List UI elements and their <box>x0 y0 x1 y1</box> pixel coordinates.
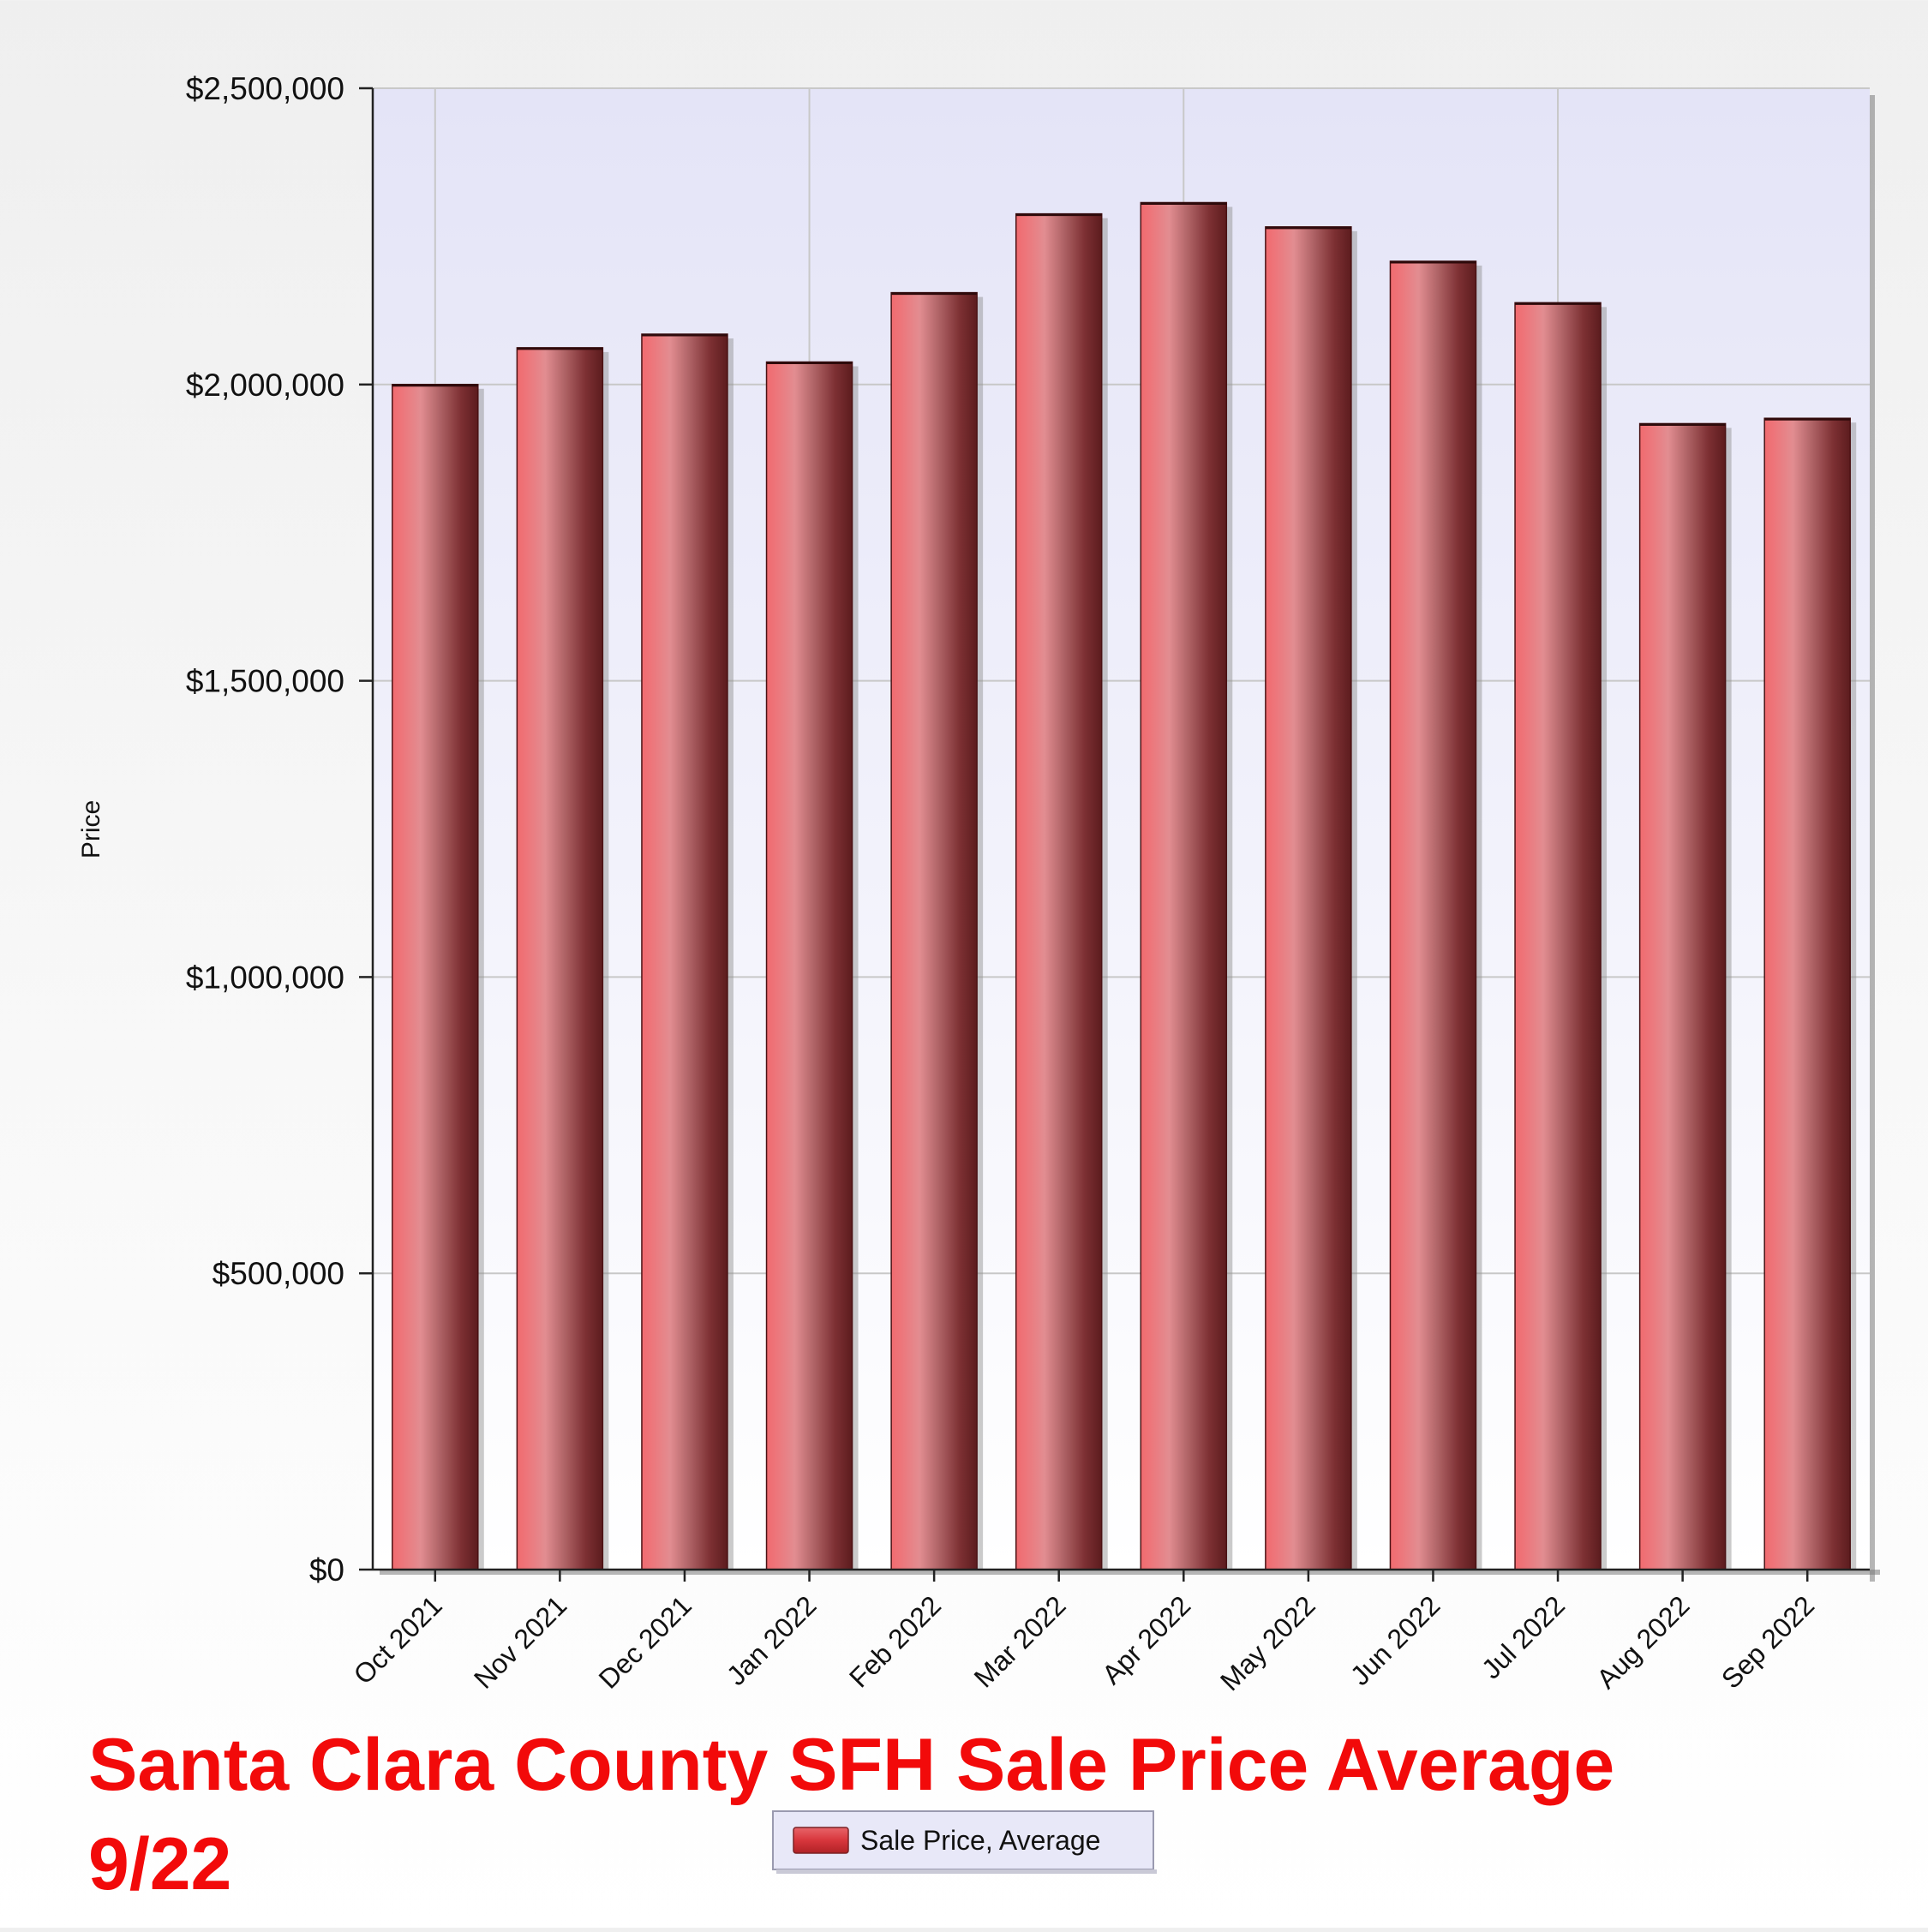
x-tick-label: Apr 2022 <box>1096 1589 1196 1690</box>
bars <box>392 201 1857 1570</box>
x-tick-label: May 2022 <box>1214 1589 1321 1696</box>
x-axis-ticks: Oct 2021 Nov 2021 Dec 2021 Jan 2022 Feb 2022… <box>347 1570 1820 1696</box>
bar <box>1514 302 1602 1570</box>
y-tick-label: $0 <box>309 1552 344 1588</box>
bar <box>1140 201 1228 1570</box>
bar <box>392 384 479 1570</box>
x-tick-label: Jun 2022 <box>1344 1589 1446 1691</box>
bar <box>1389 260 1477 1570</box>
x-tick-label: Oct 2021 <box>347 1589 447 1690</box>
y-tick-label: $500,000 <box>213 1256 344 1291</box>
chart-title-line-1: Santa Clara County SFH Sale Price Averag… <box>88 1724 1615 1806</box>
bar <box>641 333 728 1570</box>
bar <box>1763 417 1851 1570</box>
chart-title: Santa Clara County SFH Sale Price Averag… <box>88 1715 1716 1914</box>
bar <box>890 291 978 1570</box>
x-tick-label: Mar 2022 <box>968 1589 1072 1693</box>
bar <box>1638 422 1727 1570</box>
plot-shadow-bottom <box>380 1570 1880 1575</box>
x-tick-label: Feb 2022 <box>843 1589 947 1693</box>
bar <box>516 347 604 1570</box>
y-axis-label: Price <box>77 800 105 858</box>
y-tick-label: $2,000,000 <box>186 368 344 403</box>
y-tick-label: $1,000,000 <box>186 960 344 995</box>
bar <box>765 361 853 1570</box>
legend-swatch <box>793 1827 849 1854</box>
bar <box>1015 212 1103 1570</box>
x-tick-label: Jan 2022 <box>721 1589 823 1691</box>
x-tick-label: Sep 2022 <box>1715 1589 1820 1694</box>
x-tick-label: Dec 2021 <box>593 1589 698 1694</box>
plot-area <box>373 88 1870 1570</box>
x-tick-label: Aug 2022 <box>1590 1589 1695 1694</box>
y-tick-label: $2,500,000 <box>186 71 344 106</box>
x-tick-label: Nov 2021 <box>468 1589 572 1694</box>
legend-series-label: Sale Price, Average <box>860 1825 1100 1856</box>
chart-title-line-2: 9/22 <box>88 1823 232 1905</box>
y-tick-label: $1,500,000 <box>186 664 344 699</box>
legend-box-shadow <box>776 1869 1157 1874</box>
legend: Sale Price, Average <box>772 1810 1157 1874</box>
x-tick-label: Jul 2022 <box>1476 1589 1571 1684</box>
plot-shadow-right <box>1870 95 1875 1582</box>
bar <box>1265 226 1352 1570</box>
axes <box>371 88 1880 1582</box>
y-axis-ticks: $0 $500,000 $1,000,000 $1,500,000 $2,000,000… <box>186 71 373 1588</box>
